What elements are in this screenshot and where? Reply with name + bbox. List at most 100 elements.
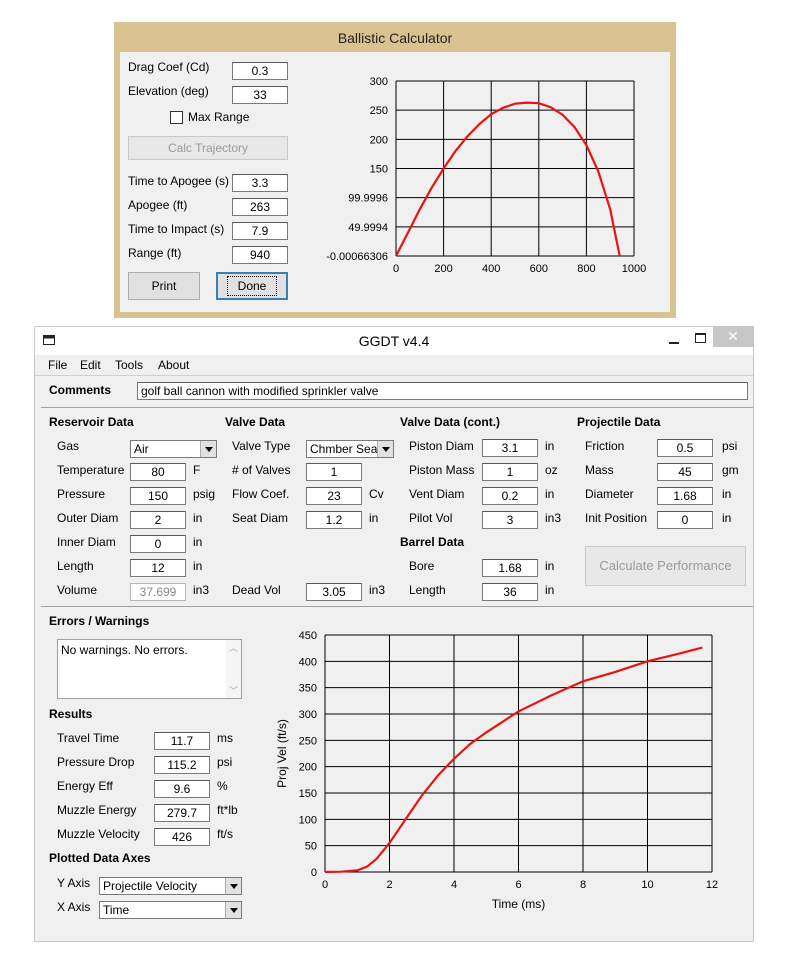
seat-diam-field[interactable]: 1.2 [306,511,362,529]
barrel-length-unit: in [545,583,555,597]
x-tick-label: 0 [393,263,399,275]
trajectory-chart: 0 200 400 600 800 1000 -0.00066306 49.9994 99.99… [326,76,646,275]
menu-tools[interactable]: Tools [115,358,144,372]
ballistic-window-title: Ballistic Calculator [337,30,453,46]
y-tick-label: 0 [311,867,317,879]
pressure-drop-label: Pressure Drop [57,755,135,769]
gas-label: Gas [57,439,80,453]
pressure-field[interactable]: 150 [130,487,186,505]
close-button[interactable]: ✕ [713,327,753,347]
impact-time-field[interactable]: 7.9 [232,222,288,240]
dead-vol-label: Dead Vol [232,583,281,597]
friction-field[interactable]: 0.5 [657,439,713,457]
calculate-performance-button[interactable]: Calculate Performance [585,546,746,586]
friction-label: Friction [585,439,625,453]
reservoir-length-label: Length [57,559,94,573]
muzzle-velocity-field[interactable]: 426 [154,828,210,846]
vent-diam-field[interactable]: 0.2 [482,487,538,505]
pressure-label: Pressure [57,487,106,501]
menu-edit[interactable]: Edit [80,358,101,372]
x-tick-label: 10 [641,879,653,891]
x-axis-label: X Axis [57,900,91,914]
y-tick-label: 200 [370,134,388,146]
reservoir-length-unit: in [193,559,203,573]
pressure-unit: psig [193,487,216,501]
dead-vol-unit: in3 [369,583,386,597]
pressure-drop-field[interactable]: 115.2 [154,756,210,774]
x-tick-label: 400 [482,263,500,275]
y-tick-label: 200 [299,762,317,774]
calc-trajectory-button[interactable]: Calc Trajectory [128,136,288,160]
max-range-checkbox[interactable] [170,111,183,124]
barrel-length-label: Length [409,583,446,597]
chevron-down-icon [200,441,216,457]
diameter-field[interactable]: 1.68 [657,487,713,505]
reservoir-length-field[interactable]: 12 [130,559,186,577]
temperature-field[interactable]: 80 [130,463,186,481]
dead-vol-field[interactable]: 3.05 [306,583,362,601]
gas-select[interactable]: Air [130,440,217,458]
ggdt-window-title: GGDT v4.4 [358,333,430,349]
init-position-field[interactable]: 0 [657,511,713,529]
comments-field[interactable]: golf ball cannon with modified sprinkler… [137,382,748,400]
pilot-vol-field[interactable]: 3 [482,511,538,529]
bore-field[interactable]: 1.68 [482,559,538,577]
range-label: Range (ft) [128,246,182,260]
done-button[interactable]: Done [216,272,288,300]
menu-file[interactable]: File [48,358,68,372]
maximize-button[interactable] [687,329,713,349]
flow-coef-field[interactable]: 23 [306,487,362,505]
y-tick-label: -0.00066306 [326,251,388,263]
inner-diam-unit: in [193,535,203,549]
print-button[interactable]: Print [128,272,200,300]
outer-diam-label: Outer Diam [57,511,119,525]
menu-about[interactable]: About [158,358,190,372]
mass-field[interactable]: 45 [657,463,713,481]
valve-cont-header: Valve Data (cont.) [400,415,501,429]
y-tick-label: 49.9994 [348,222,388,234]
energy-eff-field[interactable]: 9.6 [154,780,210,798]
valve-type-select[interactable]: Chmber Seal [306,440,394,458]
chevron-down-icon [377,441,393,457]
inner-diam-label: Inner Diam [57,535,116,549]
errors-scrollbar[interactable]: ︿ ﹀ [226,640,241,698]
app-icon [43,335,55,345]
muzzle-velocity-unit: ft/s [217,827,234,841]
x-tick-label: 800 [577,263,595,275]
x-tick-label: 2 [386,879,392,891]
temperature-unit: F [193,463,201,477]
diameter-unit: in [722,487,732,501]
close-icon: ✕ [727,328,739,344]
y-tick-label: 99.9996 [348,193,388,205]
drag-coef-field[interactable]: 0.3 [232,62,288,80]
ggdt-window: GGDT v4.4 ✕ File Edit Tools About Commen… [34,326,754,942]
num-valves-field[interactable]: 1 [306,463,362,481]
minimize-icon [669,342,679,344]
inner-diam-field[interactable]: 0 [130,535,186,553]
outer-diam-field[interactable]: 2 [130,511,186,529]
travel-time-field[interactable]: 11.7 [154,732,210,750]
apogee-time-field[interactable]: 3.3 [232,174,288,192]
apogee-field[interactable]: 263 [232,198,288,216]
x-tick-label: 600 [530,263,548,275]
piston-diam-field[interactable]: 3.1 [482,439,538,457]
elevation-field[interactable]: 33 [232,86,288,104]
piston-mass-field[interactable]: 1 [482,463,538,481]
range-field[interactable]: 940 [232,246,288,264]
muzzle-energy-field[interactable]: 279.7 [154,804,210,822]
x-tick-label: 6 [515,879,521,891]
x-axis-select[interactable]: Time [99,901,242,919]
energy-eff-label: Energy Eff [57,779,113,793]
ballistic-body: Drag Coef (Cd) 0.3 Elevation (deg) 33 Ma… [120,52,670,312]
barrel-length-field[interactable]: 36 [482,583,538,601]
y-axis-select[interactable]: Projectile Velocity [99,877,242,895]
y-tick-label: 100 [299,814,317,826]
y-tick-label: 250 [299,735,317,747]
gas-select-value: Air [134,442,149,456]
errors-textbox[interactable]: No warnings. No errors. ︿ ﹀ [57,639,242,699]
scroll-up-icon: ︿ [229,643,239,653]
minimize-button[interactable] [661,329,687,349]
mass-unit: gm [722,463,739,477]
y-tick-label: 250 [370,105,388,117]
muzzle-velocity-label: Muzzle Velocity [57,827,140,841]
